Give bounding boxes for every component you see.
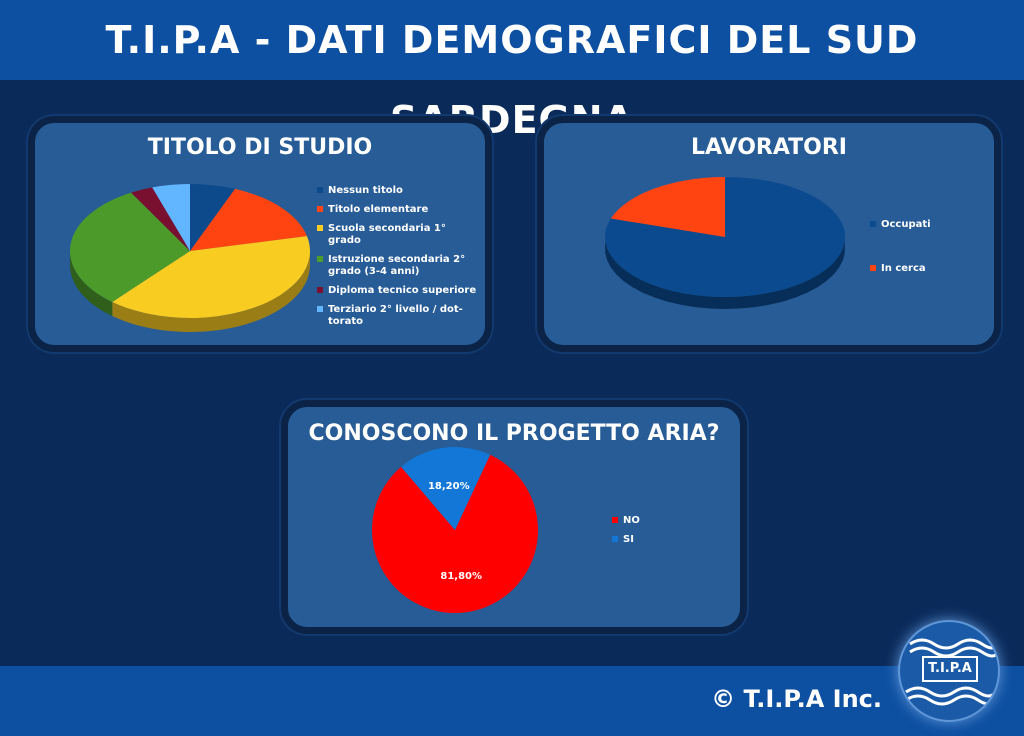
chart-panel-titolo-studio: TITOLO DI STUDIO Nessun titolo Titolo el… — [28, 116, 492, 352]
chart-panel-progetto-aria: CONOSCONO IL PROGETTO ARIA? 81,80% 18,20%… — [281, 400, 747, 634]
pie-slice-side — [70, 251, 113, 316]
legend: Occupati In cerca — [870, 219, 980, 282]
legend-item: In cerca — [870, 263, 980, 275]
pie-slice — [131, 187, 190, 251]
legend-item: SI — [612, 534, 712, 546]
tipa-logo: T.I.P.A — [898, 620, 1000, 722]
legend-item: Scuola secondaria 1° grado — [317, 223, 477, 247]
pie-slice — [610, 177, 725, 237]
legend-label: Terziario 2° livello / dot-torato — [328, 304, 463, 327]
logo-text: T.I.P.A — [922, 656, 978, 682]
legend-label: Nessun titolo — [328, 185, 403, 196]
legend-swatch — [317, 187, 323, 193]
legend-swatch — [612, 536, 618, 542]
pie-slice — [190, 184, 235, 251]
legend-item: Occupati — [870, 219, 980, 231]
legend-label: Istruzione secondaria 2° grado (3-4 anni… — [328, 254, 466, 277]
legend-swatch — [317, 256, 323, 262]
chart-title: TITOLO DI STUDIO — [147, 135, 373, 160]
legend-item: Terziario 2° livello / dot-torato — [317, 304, 477, 328]
footer-bar: © T.I.P.A Inc. — [0, 666, 1024, 736]
legend-label: SI — [623, 534, 634, 545]
pie-chart-lavoratori — [605, 177, 846, 309]
legend: Nessun titolo Titolo elementare Scuola s… — [317, 185, 477, 335]
legend: NO SI — [612, 515, 712, 553]
chart-panel-lavoratori: LAVORATORI Occupati In cerca — [537, 116, 1001, 352]
legend-swatch — [317, 225, 323, 231]
pie-slice — [190, 188, 307, 251]
pie-slice — [69, 192, 190, 302]
data-label: 18,20% — [428, 481, 470, 492]
pie-chart-progetto-aria: 81,80% 18,20% — [372, 447, 539, 614]
legend-swatch — [317, 306, 323, 312]
data-label: 81,80% — [440, 571, 482, 582]
pie-slice-side — [605, 240, 845, 309]
legend-swatch — [317, 287, 323, 293]
pie-slice — [605, 177, 846, 297]
legend-label: Scuola secondaria 1° grado — [328, 223, 446, 246]
legend-swatch — [612, 517, 618, 523]
legend-swatch — [870, 265, 876, 271]
legend-item: Istruzione secondaria 2° grado (3-4 anni… — [317, 254, 477, 278]
legend-label: In cerca — [881, 263, 926, 274]
legend-item: Nessun titolo — [317, 185, 477, 197]
page-title: T.I.P.A - DATI DEMOGRAFICI DEL SUD SARDE… — [105, 18, 919, 142]
legend-label: Diploma tecnico superiore — [328, 285, 477, 296]
pie-slice — [152, 184, 190, 251]
pie-slice — [112, 236, 311, 318]
legend-label: Titolo elementare — [328, 204, 429, 215]
legend-swatch — [317, 206, 323, 212]
copyright-text: © T.I.P.A Inc. — [711, 685, 882, 713]
chart-title: LAVORATORI — [691, 135, 847, 160]
wave-icon — [905, 638, 998, 706]
header-bar: T.I.P.A - DATI DEMOGRAFICI DEL SUD SARDE… — [0, 0, 1024, 142]
chart-title: CONOSCONO IL PROGETTO ARIA? — [308, 421, 720, 446]
pie-chart-titolo-studio — [69, 184, 311, 332]
legend-item: Diploma tecnico superiore — [317, 285, 477, 297]
legend-label: NO — [623, 515, 640, 526]
legend-swatch — [870, 221, 876, 227]
legend-label: Occupati — [881, 219, 931, 230]
legend-item: NO — [612, 515, 712, 527]
pie-slice — [372, 454, 539, 614]
pie-slice-side — [112, 252, 310, 332]
legend-item: Titolo elementare — [317, 204, 477, 216]
pie-slice — [401, 447, 491, 530]
